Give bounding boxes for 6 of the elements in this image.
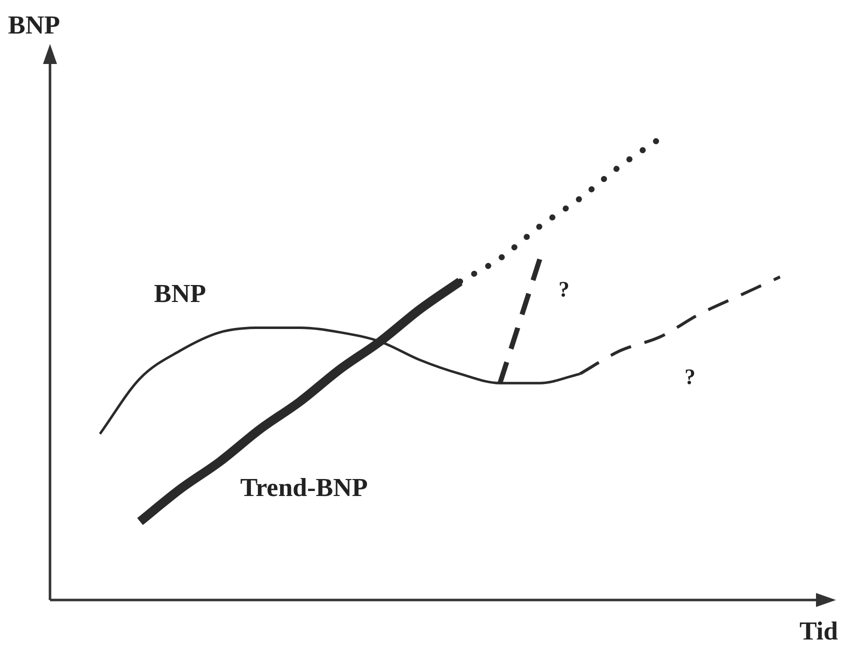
- x-axis-title: Tid: [799, 616, 839, 646]
- series-label: BNP: [154, 279, 206, 308]
- series-label: Trend-BNP: [240, 472, 368, 502]
- y-axis-title: BNP: [8, 10, 60, 40]
- annotation: ?: [558, 276, 570, 302]
- annotation: ?: [684, 364, 696, 390]
